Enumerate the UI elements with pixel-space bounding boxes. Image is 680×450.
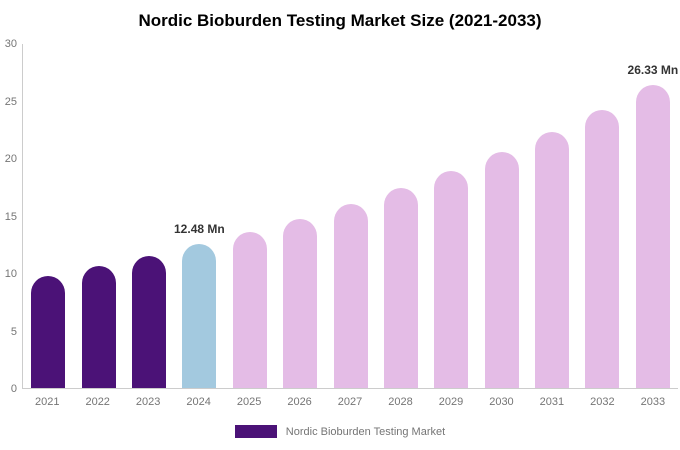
bar-2031[interactable]	[535, 131, 570, 388]
y-axis-tick-label: 15	[4, 210, 17, 223]
y-axis-tick-label: 10	[4, 268, 17, 280]
y-axis-tick-label: 25	[4, 95, 17, 108]
bar-2023[interactable]	[131, 255, 166, 388]
y-axis-tick-label: 30	[4, 38, 17, 50]
bar-value-label-2033: 26.33 Mn	[627, 63, 679, 78]
x-axis-tick-label: 2022	[85, 396, 110, 408]
bar-2026[interactable]	[283, 218, 318, 388]
bar-slot	[124, 44, 174, 388]
bar-slot: 26.33 Mn	[628, 44, 678, 388]
bar-2022[interactable]	[81, 266, 116, 388]
y-axis-tick-label: 20	[4, 153, 17, 165]
bar-slot	[426, 44, 476, 388]
bar-2021[interactable]	[31, 276, 66, 388]
bar-2032[interactable]	[585, 109, 620, 388]
x-axis-tick-label: 2029	[438, 396, 464, 408]
x-axis-tick-label: 2027	[337, 396, 363, 408]
x-axis-tick-label: 2031	[539, 396, 565, 408]
x-axis-tick-label: 2032	[590, 396, 615, 408]
bar-slot	[225, 44, 275, 388]
bar-2028[interactable]	[383, 187, 418, 388]
bar-slot	[527, 44, 577, 388]
x-axis-tick-label: 2030	[489, 396, 514, 408]
legend-swatch	[234, 425, 277, 438]
legend[interactable]: Nordic Bioburden Testing Market	[0, 425, 680, 438]
bar-slot	[577, 44, 627, 388]
bar-series: 12.48 Mn 26.33 Mn	[23, 44, 678, 388]
x-axis: 2021 2022 2023 2024 2025 2026 2027 2028 2029 2030…	[22, 396, 678, 408]
x-axis-tick-label: 2026	[287, 396, 312, 408]
bar-2024[interactable]	[182, 244, 217, 388]
legend-label: Nordic Bioburden Testing Market	[285, 425, 446, 438]
bar-2033[interactable]	[635, 85, 670, 388]
x-axis-tick-label: 2025	[236, 396, 262, 408]
bar-slot	[325, 44, 375, 388]
plot-area: 12.48 Mn 26.33 Mn	[22, 44, 678, 389]
x-axis-tick-label: 2024	[186, 396, 211, 408]
y-axis-tick-label: 5	[10, 325, 17, 338]
bar-slot	[477, 44, 527, 388]
chart-title: Nordic Bioburden Testing Market Size (20…	[138, 11, 542, 30]
x-axis-tick-label: 2033	[640, 396, 666, 408]
bar-value-label-2024: 12.48 Mn	[174, 222, 225, 237]
x-axis-tick-label: 2023	[135, 396, 161, 408]
bar-2030[interactable]	[484, 152, 519, 388]
bar-2025[interactable]	[232, 231, 267, 388]
bar-2027[interactable]	[333, 204, 368, 388]
bar-2029[interactable]	[434, 170, 469, 388]
x-axis-tick-label: 2021	[34, 396, 60, 408]
bar-slot	[73, 44, 123, 388]
x-axis-tick-label: 2028	[388, 396, 413, 408]
y-axis-tick-label: 0	[10, 383, 17, 395]
bar-slot	[23, 44, 73, 388]
bar-slot	[376, 44, 426, 388]
bar-slot: 12.48 Mn	[174, 44, 225, 388]
bar-slot	[275, 44, 325, 388]
